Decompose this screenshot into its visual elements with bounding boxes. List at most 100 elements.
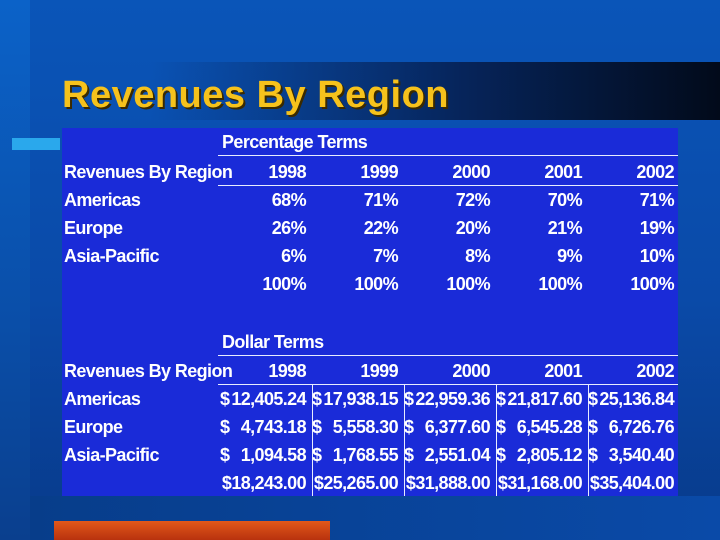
table-cell: $5,558.30: [312, 413, 399, 441]
currency-symbol: $: [496, 389, 506, 409]
table-row: Americas $12,405.24 $17,938.15 $22,959.3…: [62, 385, 678, 413]
amount: 1,768.55: [332, 445, 399, 465]
table-cell: 71%: [639, 190, 675, 210]
year-header: 2001: [544, 162, 582, 182]
currency-symbol: $: [589, 473, 600, 493]
amount: 31,168.00: [507, 473, 582, 493]
table-cell: $12,405.24: [220, 385, 307, 413]
accent-tick-decoration: [12, 138, 60, 150]
amount: 1,094.58: [240, 445, 307, 465]
amount: 22,959.36: [415, 389, 490, 409]
table-row: Europe $4,743.18 $5,558.30 $6,377.60 $6,…: [62, 413, 678, 441]
dollar-section-header: Dollar Terms: [62, 328, 678, 356]
table-cell: 72%: [455, 190, 491, 210]
divider: [218, 355, 678, 356]
year-header: 2000: [452, 162, 490, 182]
currency-symbol: $: [405, 473, 416, 493]
dollar-header-label: Revenues By Region: [64, 361, 233, 381]
amount: 25,136.84: [599, 389, 674, 409]
region-label: Americas: [64, 190, 141, 210]
column-divider: [588, 385, 589, 496]
year-header: 2000: [452, 361, 490, 381]
table-cell: $1,094.58: [220, 441, 307, 469]
year-header: 2001: [544, 361, 582, 381]
amount: 21,817.60: [507, 389, 582, 409]
total-cell: 100%: [538, 274, 582, 294]
title-bar-decoration: [150, 62, 720, 120]
year-header: 1998: [268, 162, 306, 182]
total-cell: $31,888.00: [404, 469, 491, 497]
total-row: $18,243.00 $25,265.00 $31,888.00 $31,168…: [62, 469, 678, 497]
dollar-section-label: Dollar Terms: [222, 332, 324, 352]
column-divider: [312, 385, 313, 496]
currency-symbol: $: [404, 389, 414, 409]
table-cell: $25,136.84: [588, 385, 675, 413]
currency-symbol: $: [220, 445, 230, 465]
currency-symbol: $: [588, 417, 598, 437]
year-header: 1999: [360, 361, 398, 381]
currency-symbol: $: [404, 417, 414, 437]
table-cell: 21%: [547, 218, 583, 238]
currency-symbol: $: [220, 417, 230, 437]
currency-symbol: $: [312, 389, 322, 409]
amount: 12,405.24: [231, 389, 306, 409]
table-cell: 68%: [271, 190, 307, 210]
total-cell: $25,265.00: [312, 469, 399, 497]
table-cell: 19%: [639, 218, 675, 238]
table-cell: 8%: [465, 246, 490, 266]
amount: 17,938.15: [323, 389, 398, 409]
total-cell: $31,168.00: [496, 469, 583, 497]
amount: 18,243.00: [231, 473, 306, 493]
currency-symbol: $: [312, 417, 322, 437]
table-cell: $3,540.40: [588, 441, 675, 469]
dollar-header-row: Revenues By Region 1998 1999 2000 2001 2…: [62, 357, 678, 385]
currency-symbol: $: [496, 445, 506, 465]
percentage-section-header: Percentage Terms: [62, 128, 678, 156]
percentage-section-label: Percentage Terms: [222, 132, 368, 152]
percentage-header-row: Revenues By Region 1998 1999 2000 2001 2…: [62, 158, 678, 186]
total-cell: $35,404.00: [588, 469, 675, 497]
amount: 6,377.60: [424, 417, 491, 437]
year-header: 2002: [636, 361, 674, 381]
total-cell: 100%: [262, 274, 306, 294]
amount: 31,888.00: [415, 473, 490, 493]
column-divider: [496, 385, 497, 496]
table-cell: $4,743.18: [220, 413, 307, 441]
table-cell: $6,545.28: [496, 413, 583, 441]
region-label: Americas: [64, 389, 141, 409]
table-cell: $17,938.15: [312, 385, 399, 413]
region-label: Asia-Pacific: [64, 246, 159, 266]
currency-symbol: $: [313, 473, 324, 493]
total-cell: 100%: [630, 274, 674, 294]
table-cell: 26%: [271, 218, 307, 238]
table-cell: 6%: [281, 246, 306, 266]
amount: 35,404.00: [599, 473, 674, 493]
currency-symbol: $: [588, 389, 598, 409]
currency-symbol: $: [221, 473, 232, 493]
revenue-table-panel: Percentage Terms Revenues By Region 1998…: [62, 128, 678, 496]
table-cell: 7%: [373, 246, 398, 266]
divider: [218, 384, 678, 385]
currency-symbol: $: [496, 417, 506, 437]
table-cell: $2,805.12: [496, 441, 583, 469]
table-cell: $21,817.60: [496, 385, 583, 413]
table-cell: 20%: [455, 218, 491, 238]
table-row: Europe 26% 22% 20% 21% 19%: [62, 214, 678, 242]
table-row: Asia-Pacific 6% 7% 8% 9% 10%: [62, 242, 678, 270]
year-header: 1999: [360, 162, 398, 182]
region-label: Asia-Pacific: [64, 445, 159, 465]
bottom-accent-bar: [54, 521, 330, 540]
region-label: Europe: [64, 218, 123, 238]
currency-symbol: $: [312, 445, 322, 465]
table-cell: 71%: [363, 190, 399, 210]
currency-symbol: $: [220, 389, 230, 409]
table-cell: 22%: [363, 218, 399, 238]
percentage-header-label: Revenues By Region: [64, 162, 233, 182]
amount: 2,551.04: [424, 445, 491, 465]
total-row: 100% 100% 100% 100% 100%: [62, 270, 678, 298]
table-cell: $2,551.04: [404, 441, 491, 469]
table-row: Asia-Pacific $1,094.58 $1,768.55 $2,551.…: [62, 441, 678, 469]
currency-symbol: $: [404, 445, 414, 465]
slide-title: Revenues By Region: [62, 74, 449, 116]
amount: 6,726.76: [608, 417, 675, 437]
